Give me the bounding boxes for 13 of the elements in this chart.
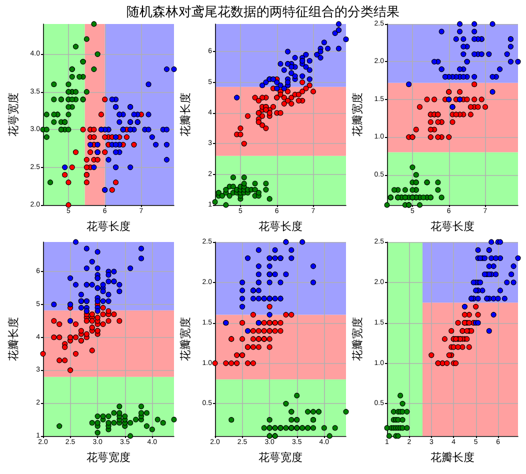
- x-axis-title: 花萼宽度: [258, 451, 302, 464]
- x-axis-title: 花萼长度: [258, 220, 302, 233]
- x-axis-title: 花瓣长度: [430, 451, 474, 464]
- y-axis-title: 花瓣长度: [179, 92, 192, 136]
- x-axis-title: 花萼宽度: [86, 451, 130, 464]
- text: 随机森林对鸢尾花数据的两特征组合的分类结果: [126, 4, 400, 20]
- x-axis-title: 花萼长度: [430, 220, 474, 233]
- y-axis-title: 花瓣宽度: [351, 317, 364, 361]
- y-axis-title: 花瓣宽度: [351, 92, 364, 136]
- x-axis-title: 花萼长度: [86, 220, 130, 233]
- y-axis-title: 花瓣长度: [7, 317, 20, 361]
- y-axis-title: 花萼宽度: [7, 92, 20, 136]
- y-axis-title: 花瓣宽度: [179, 317, 192, 361]
